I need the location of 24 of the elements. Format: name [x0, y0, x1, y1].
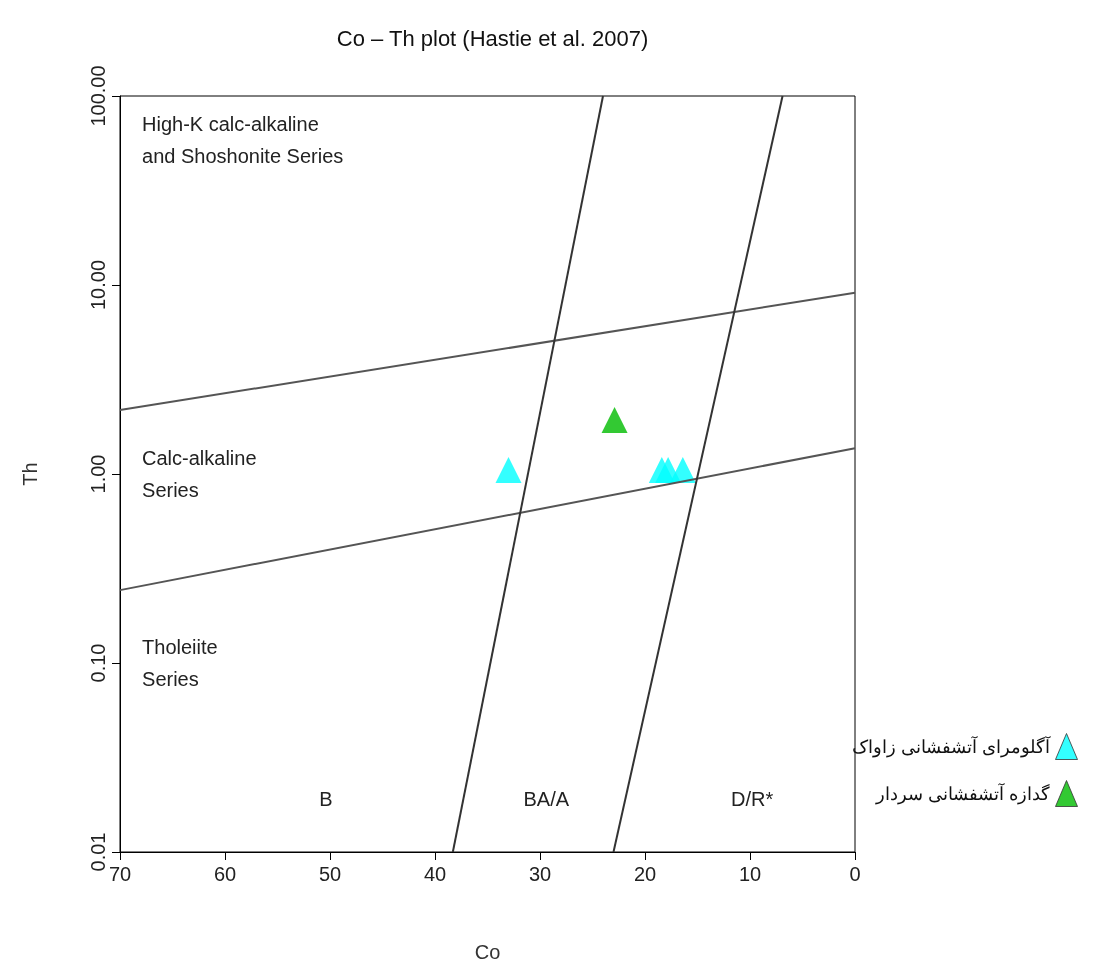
annotation: Calc-alkaline Series: [142, 447, 257, 501]
y-tick-label: 0.01: [87, 832, 109, 872]
x-tick-label: 50: [318, 863, 342, 885]
y-axis-title: Th: [19, 462, 41, 486]
x-tick-label: 0: [849, 863, 861, 885]
annotation: Tholeiite Series: [142, 636, 218, 690]
annotation: BA/A: [523, 788, 570, 811]
x-tick-label: 40: [423, 863, 447, 885]
y-tick-label: 1.00: [87, 454, 109, 494]
legend-label: آگلومرای آتشفشانی زاواک: [852, 735, 1052, 758]
annotation: D/R*: [730, 788, 774, 811]
annotation: B: [319, 788, 333, 811]
y-tick-label: 100.00: [87, 65, 109, 127]
x-axis-title: Co: [474, 941, 501, 963]
chart-title: Co – Th plot (Hastie et al. 2007): [336, 25, 649, 51]
x-tick-label: 70: [108, 863, 132, 885]
x-tick-label: 10: [738, 863, 762, 885]
x-tick-label: 60: [213, 863, 237, 885]
x-tick-label: 30: [528, 863, 552, 885]
x-tick-label: 20: [633, 863, 657, 885]
legend-label: گدازه آتشفشانی سردار: [875, 782, 1051, 805]
y-tick-label: 10.00: [87, 259, 109, 311]
y-tick-label: 0.10: [87, 643, 109, 683]
annotation: High-K calc-alkaline and Shoshonite Series: [142, 112, 344, 167]
